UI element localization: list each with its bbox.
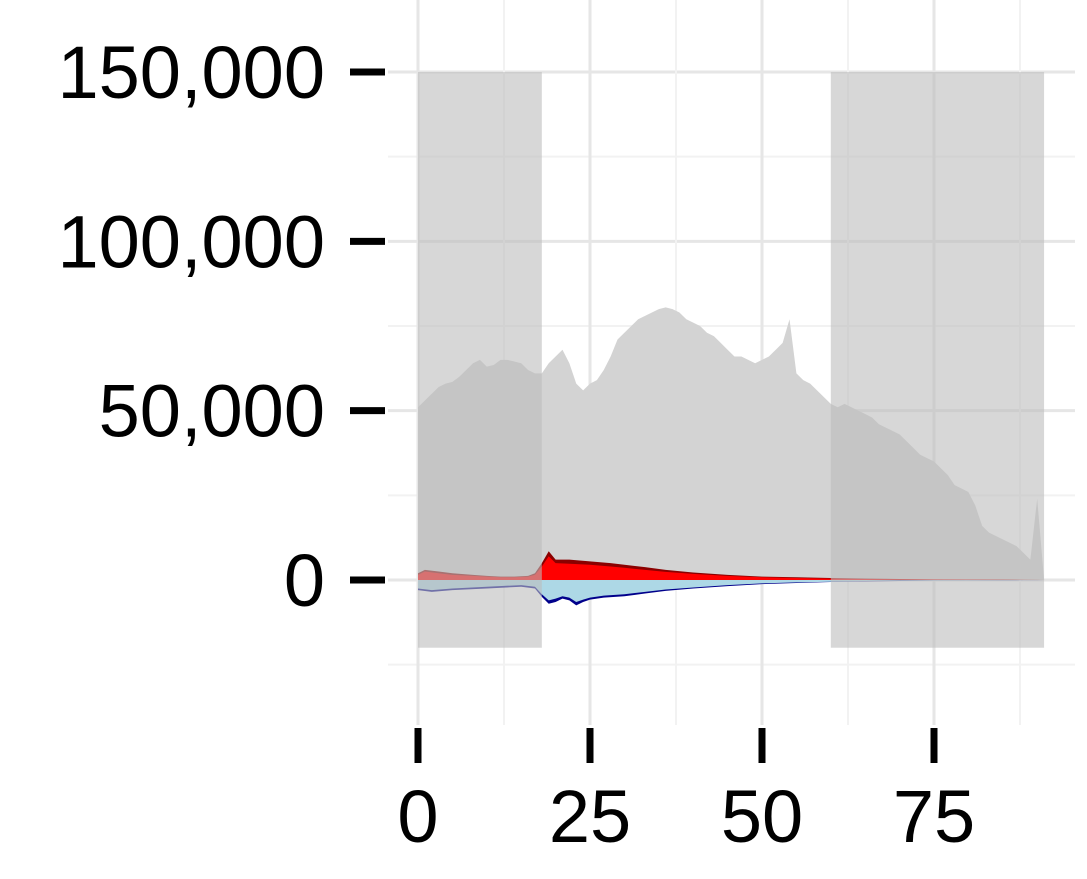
y-tick-label: 50,000: [99, 370, 325, 453]
area-series-4: [418, 580, 1045, 603]
x-tick-label: 75: [893, 775, 975, 858]
x-tick-label: 25: [549, 775, 631, 858]
area-series-2: [418, 556, 1045, 580]
x-tick-label: 0: [397, 775, 438, 858]
x-tick-label: 50: [721, 775, 803, 858]
y-tick-label: 100,000: [58, 200, 326, 283]
y-tick-label: 0: [284, 539, 325, 622]
y-tick-label: 150,000: [58, 31, 326, 114]
shaded-range-1: [830, 72, 1045, 648]
shaded-ranges: [418, 72, 1045, 648]
shaded-range-0: [418, 72, 542, 648]
axes: 0 50,000 100,000 150,000 0 25 50 75: [58, 31, 976, 858]
